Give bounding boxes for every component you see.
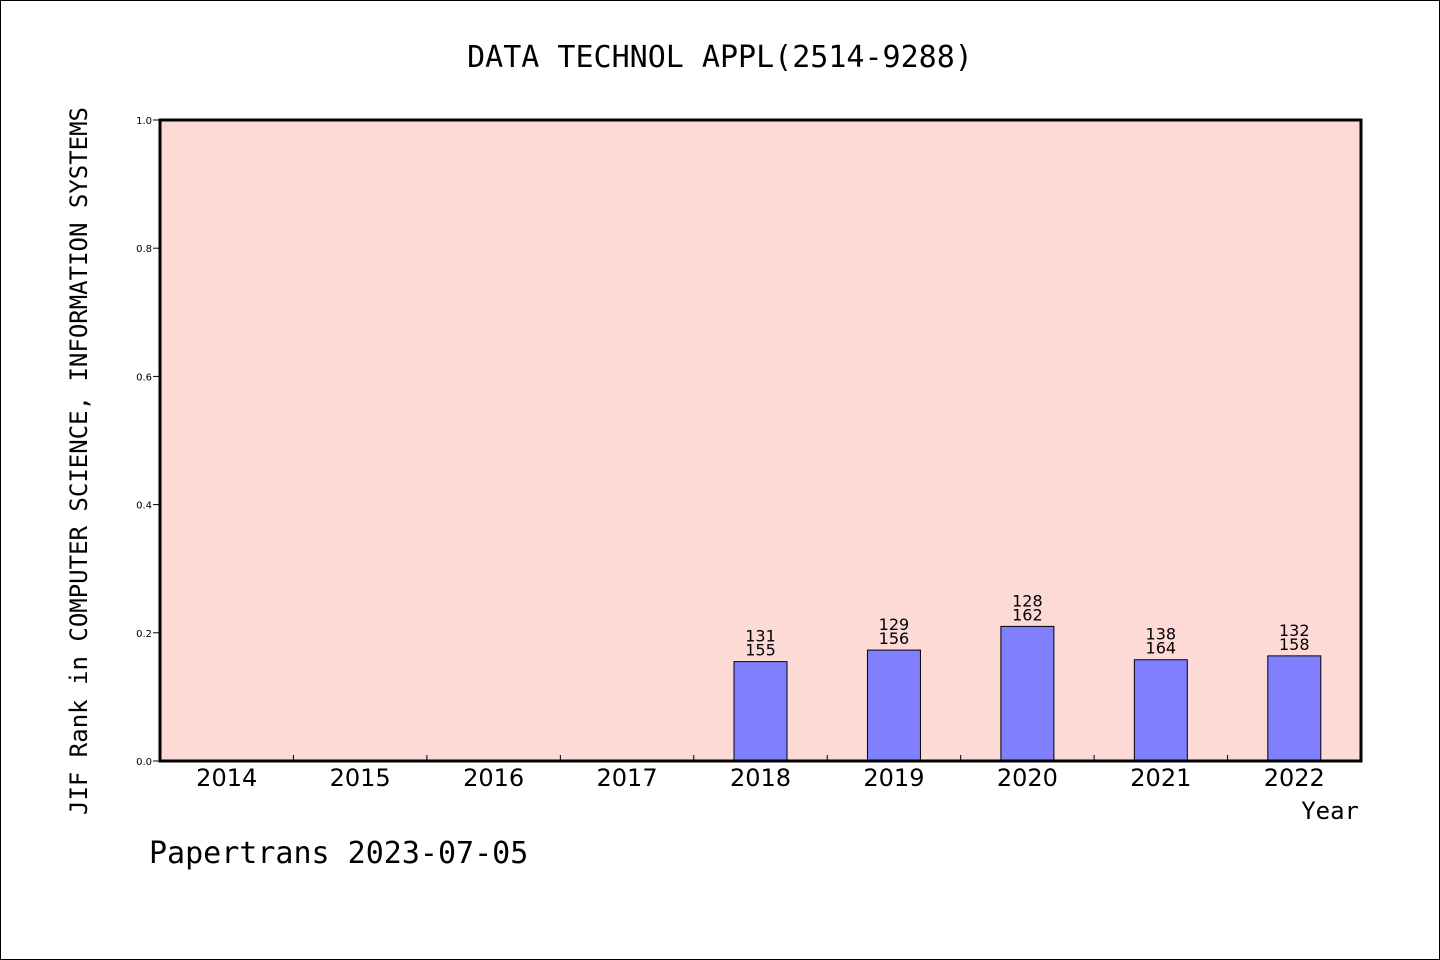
bar-2022 xyxy=(1267,655,1322,762)
x-tick-label: 2020 xyxy=(997,764,1058,792)
bar-label-rank: 129 xyxy=(879,615,910,634)
bar-2019 xyxy=(866,649,921,762)
footer-date-stamp: Papertrans 2023-07-05 xyxy=(149,836,528,871)
bar-label-total: 164 xyxy=(1146,639,1177,658)
bars-group xyxy=(733,625,1322,762)
plot-area xyxy=(160,120,1361,761)
bar-label-rank: 132 xyxy=(1279,621,1310,640)
x-tick-label: 2021 xyxy=(1130,764,1191,792)
bar-2021 xyxy=(1133,659,1188,762)
bar-label-rank: 128 xyxy=(1012,591,1043,610)
bar-label-total: 156 xyxy=(879,629,910,648)
x-tick-label: 2022 xyxy=(1264,764,1325,792)
x-axis-label: Year xyxy=(1301,797,1359,825)
bar-2020 xyxy=(1000,625,1055,762)
y-axis: 0.0 0.2 0.4 0.6 0.8 1.0 xyxy=(136,116,160,768)
x-tick-label: 2018 xyxy=(730,764,791,792)
chart-title: DATA TECHNOL APPL(2514-9288) xyxy=(467,40,973,75)
bar-label-rank: 131 xyxy=(745,627,776,646)
bar-label-total: 162 xyxy=(1012,605,1043,624)
bar-label-total: 155 xyxy=(745,641,776,660)
x-tick-label: 2016 xyxy=(463,764,524,792)
y-tick-label: 0.8 xyxy=(136,244,152,255)
x-tick-label: 2015 xyxy=(330,764,391,792)
y-tick-label: 0.2 xyxy=(136,629,152,640)
x-tick-label: 2014 xyxy=(196,764,257,792)
y-tick-label: 1.0 xyxy=(136,116,152,127)
y-tick-label: 0.0 xyxy=(136,757,152,768)
bar-2018 xyxy=(733,661,788,762)
x-axis: 2014 2015 2016 2017 2018 2019 2020 2021 2022 xyxy=(196,755,1325,792)
y-axis-label: JIF Rank in COMPUTER SCIENCE, INFORMATIO… xyxy=(65,107,93,815)
y-tick-label: 0.4 xyxy=(136,501,152,512)
y-tick-label: 0.6 xyxy=(136,372,152,383)
x-tick-label: 2019 xyxy=(863,764,924,792)
x-tick-label: 2017 xyxy=(597,764,658,792)
plot-frame xyxy=(158,118,1363,763)
bar-label-rank: 138 xyxy=(1146,625,1177,644)
bar-label-total: 158 xyxy=(1279,635,1310,654)
